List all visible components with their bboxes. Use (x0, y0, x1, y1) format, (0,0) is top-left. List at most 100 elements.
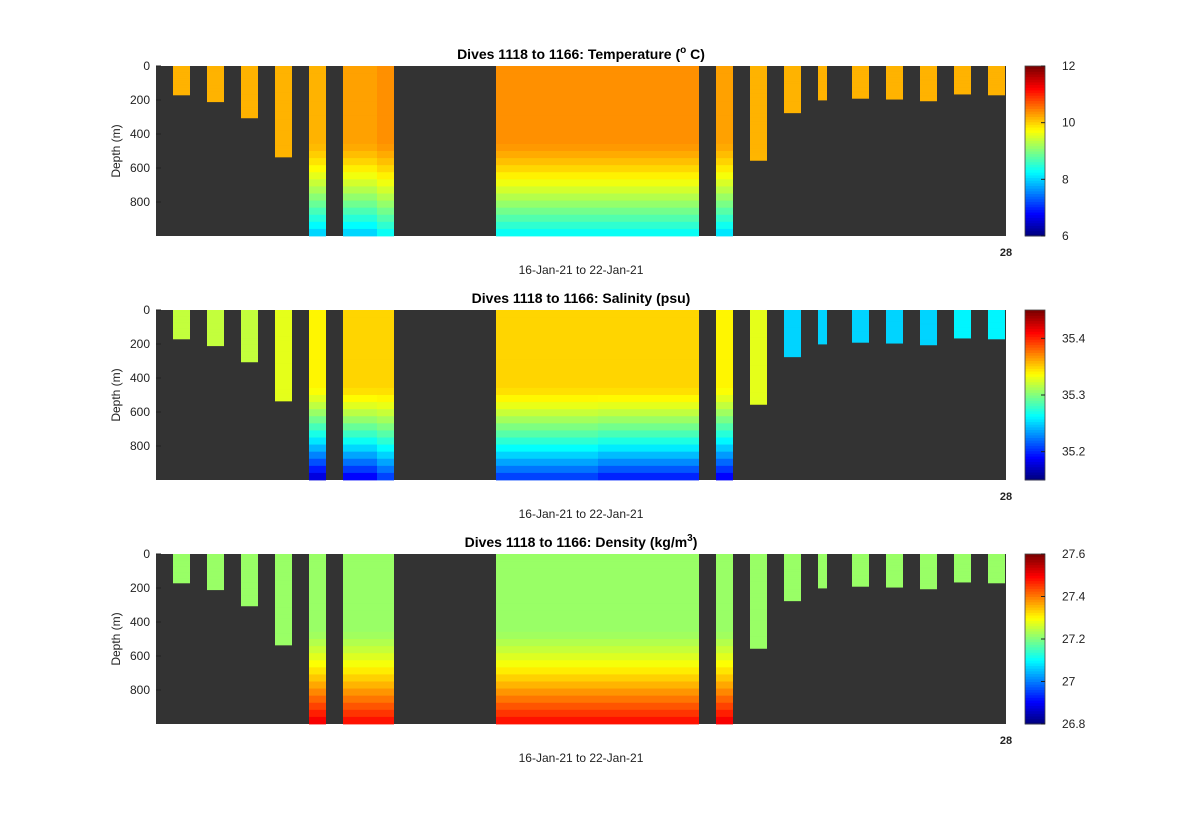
profile-cell (716, 200, 733, 209)
profile-cell (649, 568, 666, 576)
profile-cell (207, 556, 224, 559)
profile-cell (716, 366, 733, 375)
profile-cell (988, 70, 1005, 73)
colorbar-swatch (1025, 442, 1045, 446)
profile-cell (716, 387, 733, 396)
profile-cell (564, 688, 581, 697)
profile-cell (852, 312, 869, 315)
profile-cell (716, 702, 733, 711)
profile-cell (275, 96, 292, 101)
profile-cell (581, 702, 598, 711)
profile-column (343, 554, 360, 725)
colorbar-swatch (1025, 365, 1045, 369)
y-tick-label: 200 (130, 581, 150, 595)
profile-cell (920, 327, 937, 330)
profile-cell (343, 437, 360, 445)
profile-cell (852, 580, 869, 583)
profile-cell (564, 430, 581, 438)
profile-cell (683, 108, 699, 116)
profile-cell (309, 561, 326, 569)
profile-cell (784, 565, 801, 569)
profile-cell (207, 68, 224, 71)
profile-cell (564, 709, 581, 718)
colorbar-swatch (1025, 190, 1045, 194)
profile-cell (377, 709, 394, 718)
profile-cell (750, 589, 767, 594)
profile-cell (818, 67, 827, 70)
colorbar-tick-label: 26.8 (1062, 717, 1086, 731)
profile-cell (581, 472, 598, 481)
profile-cell (818, 585, 827, 587)
profile-cell (598, 561, 615, 569)
profile-cell (852, 310, 869, 312)
profile-cell (241, 312, 258, 315)
profile-cell (598, 345, 615, 353)
profile-cell (530, 582, 547, 590)
profile-cell (207, 570, 224, 573)
profile-cell (275, 359, 292, 364)
profile-cell (360, 402, 377, 410)
profile-cell (241, 558, 258, 561)
profile-cell (530, 674, 547, 682)
profile-cell (598, 122, 615, 131)
profile-cell (581, 610, 598, 619)
x-corner-label: 28 (1000, 735, 1012, 747)
profile-cell (207, 77, 224, 80)
profile-cell (309, 366, 326, 375)
profile-cell (598, 338, 615, 346)
profile-cell (547, 66, 564, 74)
profile-cell (886, 330, 903, 333)
profile-cell (886, 559, 903, 562)
profile-cell (852, 68, 869, 71)
profile-cell (632, 709, 649, 718)
profile-cell (649, 66, 666, 74)
profile-cell (716, 458, 733, 467)
profile-cell (988, 79, 1005, 81)
profile-cell (716, 158, 733, 166)
profile-cell (207, 588, 224, 591)
profile-cell (547, 702, 564, 711)
profile-cell (377, 402, 394, 410)
title-superscript: o (680, 45, 686, 56)
profile-cell (920, 587, 937, 590)
colorbar-swatch (1025, 113, 1045, 117)
profile-cell (564, 472, 581, 481)
y-axis-label: Depth (m) (109, 124, 123, 177)
profile-cell (581, 221, 598, 230)
colorbar-swatch (1025, 132, 1045, 136)
colorbar-swatch (1025, 575, 1045, 579)
profile-cell (241, 81, 258, 84)
profile-cell (920, 567, 937, 569)
profile-column (275, 66, 292, 158)
profile-cell (547, 610, 564, 619)
profile-cell (377, 416, 394, 424)
profile-cell (666, 143, 683, 152)
profile-cell (886, 89, 903, 92)
profile-cell (377, 172, 394, 180)
profile-cell (530, 207, 547, 216)
profile-cell (886, 581, 903, 584)
colorbar-swatch (1025, 336, 1045, 340)
profile-cell (309, 610, 326, 619)
profile-cell (784, 73, 801, 77)
profile-cell (954, 313, 971, 316)
profile-cell (920, 334, 937, 337)
profile-cell (683, 158, 699, 166)
profile-cell (750, 329, 767, 334)
profile-cell (513, 200, 530, 209)
profile-cell (496, 73, 513, 81)
profile-cell (343, 624, 360, 633)
profile-cell (564, 207, 581, 216)
profile-cell (988, 67, 1005, 69)
profile-cell (173, 310, 190, 312)
profile-cell (360, 681, 377, 689)
profile-cell (598, 317, 615, 325)
profile-cell (309, 437, 326, 445)
profile-cell (615, 695, 632, 704)
profile-cell (309, 359, 326, 368)
colorbar-swatch (1025, 204, 1045, 208)
profile-cell (377, 395, 394, 403)
profile-cell (377, 207, 394, 216)
profile-cell (818, 582, 827, 585)
profile-cell (547, 221, 564, 230)
